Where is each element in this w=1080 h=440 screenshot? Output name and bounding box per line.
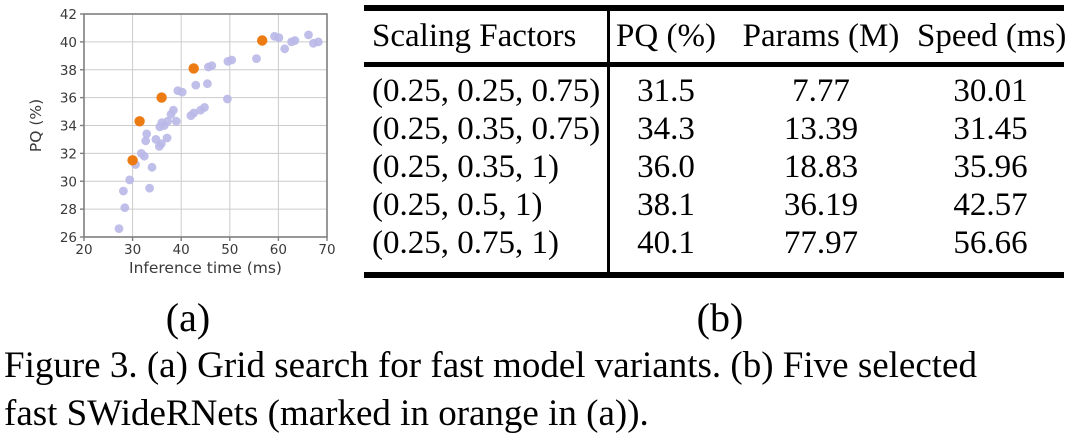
y-tick-label: 30	[60, 174, 77, 190]
data-point-grid-search-candidates	[142, 129, 152, 139]
table-cell-speed: 30.01	[953, 72, 1028, 109]
data-point-grid-search-candidates	[114, 224, 124, 234]
data-point-grid-search-candidates	[141, 136, 151, 146]
data-point-selected-fast-swidernets	[188, 63, 199, 74]
data-point-grid-search-candidates	[313, 37, 323, 47]
table-cell-pq: 38.1	[637, 186, 695, 223]
grid-search-scatter-plot: 20 30 40 50 60 70 26 28 30 32 34 36 38 40 42 Inference …	[27, 7, 336, 277]
figure-caption-line-1: Figure 3. (a) Grid search for fast model…	[4, 345, 977, 386]
table-cell-pq: 36.0	[637, 148, 695, 185]
table-column-divider	[607, 11, 610, 272]
data-point-grid-search-candidates	[304, 30, 313, 40]
y-tick-label: 26	[60, 230, 77, 246]
table-cell-params: 13.39	[783, 110, 859, 147]
table-row: (0.25, 0.75, 1) 40.1 77.97 56.66	[364, 224, 1064, 262]
table-header-pq: PQ (%)	[616, 18, 716, 54]
data-point-grid-search-candidates	[290, 36, 300, 45]
table-cell-params: 18.83	[783, 148, 859, 185]
table-cell-params: 36.19	[783, 186, 859, 223]
data-point-grid-search-candidates	[207, 61, 217, 70]
table-cell-params: 7.77	[792, 72, 850, 109]
table-cell-scaling-factors: (0.25, 0.35, 0.75)	[372, 110, 601, 147]
table-header-scaling-factors: Scaling Factors	[372, 18, 577, 54]
data-point-grid-search-candidates	[280, 44, 290, 54]
table-header-speed: Speed (ms)	[917, 18, 1067, 54]
y-tick-label: 42	[60, 7, 77, 23]
data-point-grid-search-candidates	[191, 80, 201, 90]
y-tick-label: 28	[60, 202, 77, 218]
data-point-grid-search-candidates	[119, 186, 128, 196]
data-point-grid-search-candidates	[223, 94, 232, 104]
data-point-grid-search-candidates	[227, 55, 237, 65]
data-point-grid-search-candidates	[139, 151, 149, 161]
table-row: (0.25, 0.25, 0.75) 31.5 7.77 30.01	[364, 72, 1064, 110]
x-tick-label: 30	[124, 242, 141, 258]
data-point-grid-search-candidates	[203, 79, 212, 89]
x-axis-label: Inference time (ms)	[129, 259, 282, 277]
x-tick-label: 60	[270, 242, 287, 258]
table-cell-pq: 34.3	[637, 110, 695, 147]
table-header-params: Params (M)	[742, 18, 900, 54]
table-row: (0.25, 0.35, 1) 36.0 18.83 35.96	[364, 148, 1064, 186]
data-point-grid-search-candidates	[145, 183, 155, 193]
data-point-grid-search-candidates	[274, 33, 284, 43]
data-point-grid-search-candidates	[147, 162, 157, 172]
x-tick-label: 50	[221, 242, 238, 258]
data-point-grid-search-candidates	[156, 139, 166, 149]
figure-caption-line-2: fast SWideRNets (marked in orange in (a)…	[4, 393, 649, 434]
table-cell-speed: 35.96	[953, 148, 1028, 185]
data-point-grid-search-candidates	[162, 133, 172, 143]
data-point-selected-fast-swidernets	[257, 35, 268, 46]
table-header-row: Scaling Factors PQ (%) Params (M) Speed …	[364, 11, 1067, 67]
table-cell-pq: 40.1	[637, 224, 695, 261]
table-cell-speed: 42.57	[953, 186, 1028, 223]
panel-a-label: (a)	[165, 295, 211, 340]
data-point-grid-search-candidates	[163, 116, 173, 126]
table-cell-speed: 56.66	[953, 224, 1028, 261]
x-tick-label: 40	[173, 242, 190, 258]
table-cell-scaling-factors: (0.25, 0.5, 1)	[372, 186, 543, 223]
data-point-selected-fast-swidernets	[134, 116, 145, 127]
data-point-grid-search-candidates	[125, 175, 135, 185]
y-tick-label: 40	[60, 35, 77, 51]
data-point-grid-search-candidates	[252, 54, 261, 63]
data-point-grid-search-candidates	[189, 108, 199, 118]
table-cell-params: 77.97	[783, 224, 859, 261]
x-tick-label: 20	[75, 242, 92, 258]
data-point-grid-search-candidates	[120, 203, 130, 213]
data-point-grid-search-candidates	[169, 105, 178, 115]
x-tick-label: 70	[318, 242, 335, 258]
panel-b-label: (b)	[696, 295, 744, 340]
selected-models-table: Scaling Factors PQ (%) Params (M) Speed …	[364, 5, 1067, 278]
data-point-grid-search-candidates	[171, 116, 181, 126]
table-cell-speed: 31.45	[953, 110, 1028, 147]
data-point-grid-search-candidates	[200, 103, 209, 112]
table-cell-scaling-factors: (0.25, 0.35, 1)	[372, 148, 559, 185]
table-cell-pq: 31.5	[637, 72, 695, 109]
table-cell-scaling-factors: (0.25, 0.75, 1)	[372, 224, 559, 261]
y-tick-label: 34	[60, 119, 77, 135]
table-row: (0.25, 0.35, 0.75) 34.3 13.39 31.45	[364, 110, 1064, 148]
y-tick-label: 32	[60, 146, 77, 162]
data-point-selected-fast-swidernets	[127, 155, 138, 166]
y-tick-label: 38	[60, 63, 77, 79]
table-body: (0.25, 0.25, 0.75) 31.5 7.77 30.01 (0.25…	[364, 67, 1064, 272]
data-point-selected-fast-swidernets	[156, 92, 167, 103]
y-axis-label: PQ (%)	[27, 99, 45, 152]
y-tick-label: 36	[60, 91, 77, 107]
data-point-grid-search-candidates	[177, 87, 187, 97]
table-cell-scaling-factors: (0.25, 0.25, 0.75)	[372, 72, 601, 109]
table-row: (0.25, 0.5, 1) 38.1 36.19 42.57	[364, 186, 1064, 224]
